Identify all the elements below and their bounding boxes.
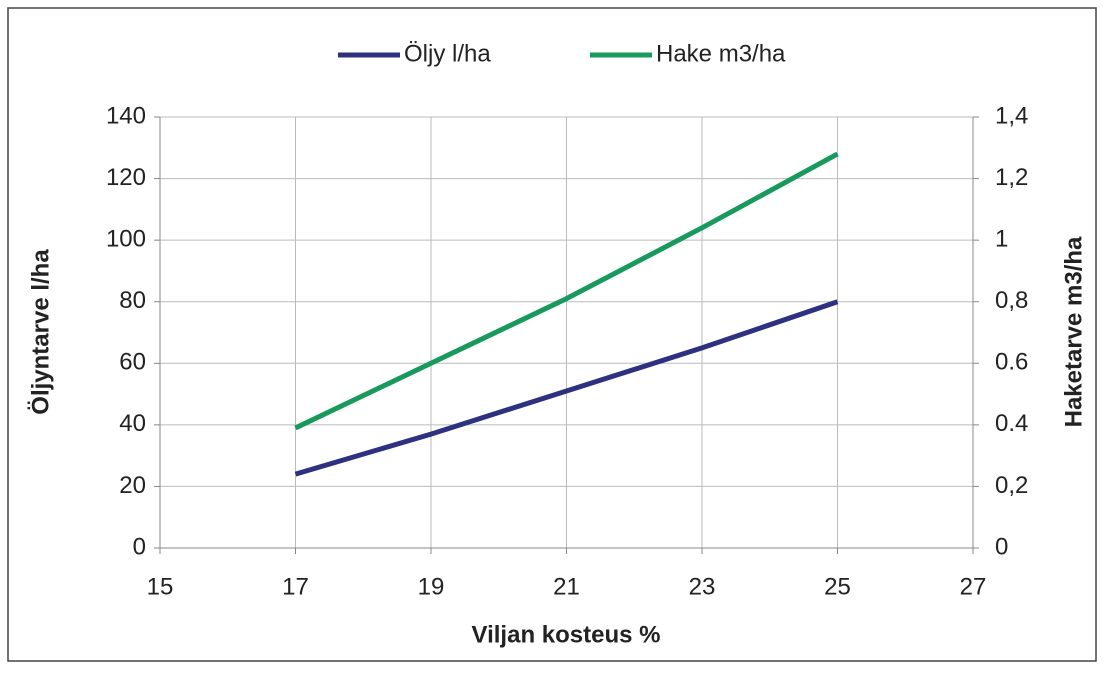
y-axis-title: Öljyntarve l/ha: [27, 249, 54, 415]
x-tick-label: 25: [824, 573, 851, 600]
y2-tick-label: 1: [995, 225, 1008, 252]
y-tick-label: 120: [106, 164, 146, 191]
y2-tick-label: 1,2: [995, 164, 1028, 191]
y-tick-label: 60: [119, 349, 146, 376]
x-tick-label: 19: [418, 573, 445, 600]
y-tick-label: 100: [106, 225, 146, 252]
legend-label: Hake m3/ha: [656, 40, 786, 67]
y-tick-label: 80: [119, 287, 146, 314]
x-tick-label: 23: [689, 573, 716, 600]
y2-tick-label: 0,8: [995, 287, 1028, 314]
x-tick-label: 21: [553, 573, 580, 600]
y2-tick-label: 0,2: [995, 472, 1028, 499]
x-tick-label: 27: [960, 573, 987, 600]
y-tick-label: 20: [119, 472, 146, 499]
x-tick-label: 17: [282, 573, 309, 600]
x-axis-title: Viljan kosteus %: [472, 621, 661, 648]
legend-label: Öljy l/ha: [404, 40, 491, 67]
series-line: [294, 151, 839, 431]
y-tick-label: 140: [106, 102, 146, 129]
y2-tick-label: 0.6: [995, 349, 1028, 376]
y2-axis-title: Haketarve m3/ha: [1060, 236, 1087, 427]
y-tick-label: 0: [133, 533, 146, 560]
y2-tick-label: 0: [995, 533, 1008, 560]
series-line: [294, 299, 839, 477]
chart-frame: [7, 7, 1097, 662]
y2-tick-label: 0.4: [995, 410, 1028, 437]
x-tick-label: 15: [147, 573, 174, 600]
y-tick-label: 40: [119, 410, 146, 437]
y2-tick-label: 1,4: [995, 102, 1028, 129]
